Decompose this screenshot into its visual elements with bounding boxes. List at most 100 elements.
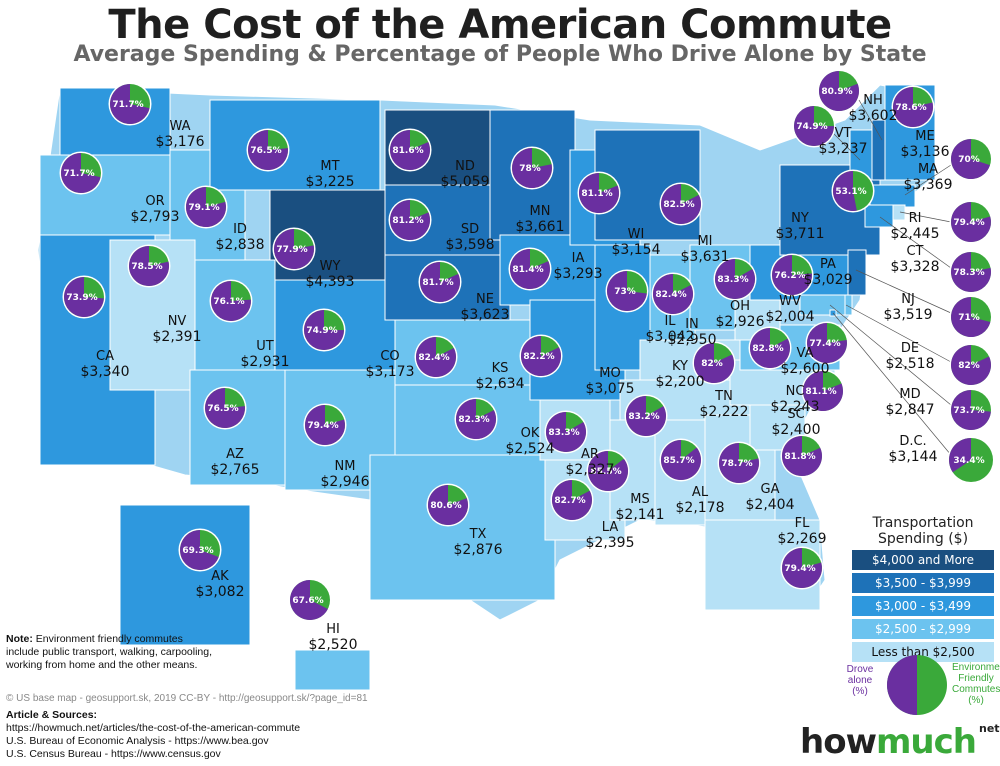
state-abbr-sc: SC (787, 407, 804, 422)
pie-drove-slice (61, 153, 101, 194)
pie-legend-left-line2: alone (847, 675, 873, 686)
pie-ky[interactable]: 82% (692, 341, 736, 385)
pie-vt[interactable]: 74.9% (792, 104, 836, 148)
pie-in[interactable]: 82.4% (651, 272, 695, 316)
pie-az[interactable]: 76.5% (203, 386, 247, 430)
state-region-nj[interactable] (847, 249, 867, 296)
pie-ar[interactable]: 83.3% (544, 410, 588, 454)
pie-percent-label: 81.2% (392, 216, 423, 226)
state-spending-dc.: $3,144 (889, 449, 938, 465)
pie-va[interactable]: 77.4% (805, 321, 849, 365)
state-region-mt[interactable] (209, 99, 381, 191)
pie-mt[interactable]: 76.5% (246, 128, 290, 172)
pie-mo[interactable]: 82.2% (519, 334, 563, 378)
pie-ny[interactable]: 53.1% (831, 169, 875, 213)
pie-co[interactable]: 74.9% (302, 308, 346, 352)
state-spending-or: $2,793 (131, 209, 180, 225)
pie-tn[interactable]: 83.2% (624, 394, 668, 438)
state-region-tx[interactable] (369, 454, 556, 601)
pie-nj[interactable]: 71% (949, 295, 993, 339)
pie-wy[interactable]: 77.9% (272, 227, 316, 271)
pie-wa[interactable]: 71.7% (108, 82, 152, 126)
state-abbr-al: AL (692, 485, 709, 500)
pie-drove-slice (661, 184, 701, 225)
pie-sc[interactable]: 81.8% (780, 434, 824, 478)
state-region-az[interactable] (189, 369, 301, 486)
pie-la[interactable]: 82.7% (550, 478, 594, 522)
pie-ma[interactable]: 70% (949, 137, 993, 181)
pie-mi[interactable]: 82.5% (659, 182, 703, 226)
pie-hi[interactable]: 67.6% (288, 578, 332, 622)
state-abbr-co: CO (380, 349, 399, 364)
state-abbr-az: AZ (226, 447, 244, 462)
state-abbr-wv: WV (779, 294, 801, 309)
state-abbr-id: ID (233, 222, 247, 237)
pie-oh[interactable]: 83.3% (713, 257, 757, 301)
state-spending-va: $2,600 (781, 361, 830, 377)
state-region-hi[interactable] (294, 649, 371, 691)
pie-me[interactable]: 78.6% (891, 85, 935, 129)
state-spending-pa: $3,029 (804, 272, 853, 288)
howmuch-logo[interactable]: howmuch net (800, 722, 1000, 762)
state-spending-la: $2,395 (586, 535, 635, 551)
pie-wv[interactable]: 82.8% (748, 326, 792, 370)
pie-fl[interactable]: 79.4% (780, 546, 824, 590)
pie-ok[interactable]: 82.3% (454, 397, 498, 441)
pie-drove-slice (416, 337, 457, 378)
pie-nh[interactable]: 80.9% (817, 69, 861, 113)
pie-drove-slice (63, 277, 104, 317)
pie-ri[interactable]: 79.4% (949, 200, 993, 244)
pie-wi[interactable]: 81.1% (577, 171, 621, 215)
pie-ms[interactable]: 85.5% (586, 449, 630, 493)
pie-nc[interactable]: 81.1% (801, 369, 845, 413)
pie-drove-slice (782, 436, 823, 476)
pie-percent-label: 53.1% (835, 187, 866, 197)
pie-ga[interactable]: 78.7% (717, 441, 761, 485)
pie-ut[interactable]: 76.1% (209, 279, 253, 323)
pie-tx[interactable]: 80.6% (426, 483, 470, 527)
state-abbr-nc: NC (786, 384, 805, 399)
pie-il[interactable]: 73% (605, 269, 649, 313)
state-abbr-mo: MO (599, 366, 620, 381)
pie-percent-label: 79.4% (784, 564, 815, 574)
pie-dc.[interactable]: 34.4% (947, 436, 995, 484)
pie-percent-label: 78.6% (895, 103, 926, 113)
logo-part2: much (875, 722, 977, 762)
pie-percent-label: 77.9% (276, 245, 307, 255)
source-line: https://howmuch.net/articles/the-cost-of… (6, 722, 301, 734)
pie-nm[interactable]: 79.4% (303, 403, 347, 447)
pie-id[interactable]: 79.1% (184, 185, 228, 229)
pie-nd[interactable]: 81.6% (388, 128, 432, 172)
pie-percent-label: 73.7% (953, 406, 984, 416)
pie-al[interactable]: 85.7% (659, 438, 703, 482)
pie-drove-slice (951, 139, 991, 179)
pie-ct[interactable]: 78.3% (949, 250, 993, 294)
pie-percent-label: 78.7% (721, 459, 752, 469)
pie-drove-slice (949, 438, 971, 473)
pie-sd[interactable]: 81.2% (388, 198, 432, 242)
state-spending-sc: $2,400 (772, 422, 821, 438)
pie-percent-label: 83.2% (628, 412, 659, 422)
pie-or[interactable]: 71.7% (59, 151, 103, 195)
state-abbr-pa: PA (820, 257, 836, 272)
pie-md[interactable]: 73.7% (949, 388, 993, 432)
pie-legend-right-line2: Friendly (958, 673, 994, 684)
state-abbr-mt: MT (320, 159, 339, 174)
pie-ks[interactable]: 82.4% (414, 335, 458, 379)
pie-ia[interactable]: 81.4% (508, 247, 552, 291)
pie-ne[interactable]: 81.7% (418, 260, 462, 304)
pie-legend-right-line1: Environment (952, 662, 1000, 673)
pie-drove-slice (428, 485, 468, 525)
pie-pa[interactable]: 76.2% (770, 253, 814, 297)
state-spending-me: $3,136 (901, 144, 950, 160)
pie-mn[interactable]: 78% (510, 146, 554, 190)
pie-nv[interactable]: 78.5% (127, 244, 171, 288)
state-region-ak[interactable] (119, 504, 251, 646)
pie-drove-slice (512, 148, 553, 189)
pie-de[interactable]: 82% (949, 343, 993, 387)
pie-ak[interactable]: 69.3% (178, 528, 222, 572)
pie-percent-label: 82.3% (458, 415, 489, 425)
pie-ca[interactable]: 73.9% (62, 275, 106, 319)
legend-tier-5: Less than $2,500 (852, 642, 994, 662)
